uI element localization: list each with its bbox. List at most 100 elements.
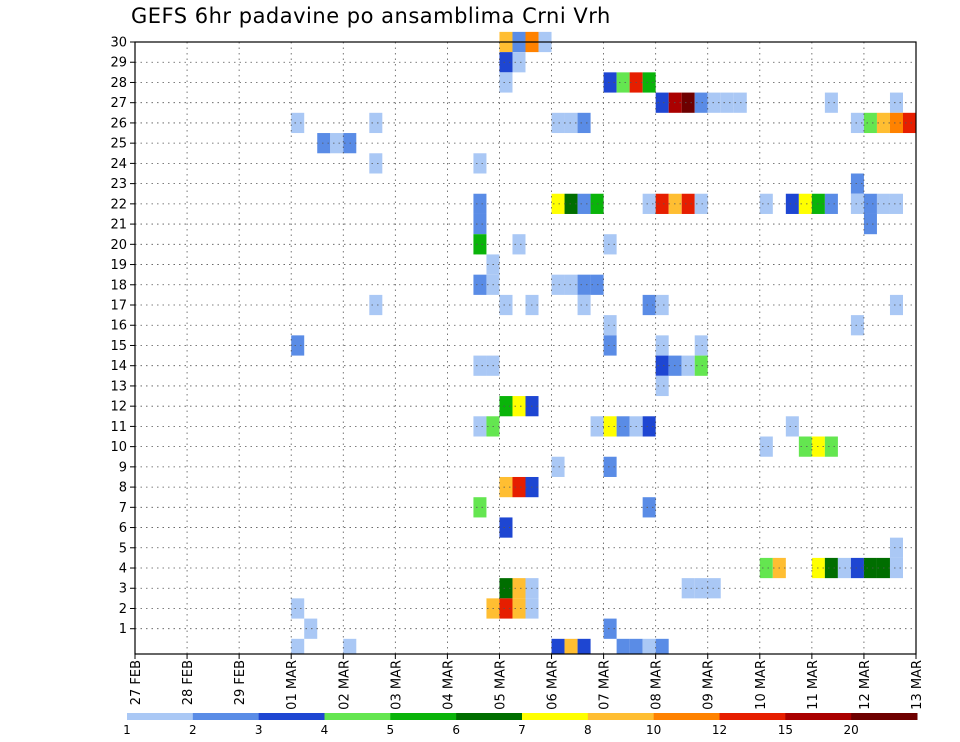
colorbar-label: 7 <box>518 723 526 737</box>
heatmap-cell <box>785 416 799 437</box>
y-tick-label: 25 <box>110 137 127 152</box>
x-tick-label: 07 MAR <box>598 660 613 710</box>
heatmap-cell <box>512 578 526 599</box>
y-tick-label: 9 <box>119 460 127 475</box>
heatmap-cell <box>577 274 591 295</box>
heatmap-cell <box>759 436 773 457</box>
heatmap-cell <box>642 193 656 214</box>
heatmap-cell <box>642 497 656 518</box>
colorbar-label: 8 <box>584 723 592 737</box>
colorbar-swatch <box>785 713 852 720</box>
heatmap-cell <box>681 92 695 113</box>
heatmap-cell <box>642 72 656 93</box>
colorbar-label: 12 <box>712 723 727 737</box>
y-tick-label: 24 <box>110 157 127 172</box>
y-tick-label: 19 <box>110 258 127 273</box>
y-tick-label: 7 <box>119 501 127 516</box>
y-tick-label: 18 <box>110 278 127 293</box>
colorbar-swatch <box>127 713 194 720</box>
heatmap-cell <box>603 618 617 639</box>
colorbar-label: 2 <box>189 723 197 737</box>
colorbar-label: 4 <box>321 723 329 737</box>
y-tick-label: 4 <box>119 562 127 577</box>
heatmap-cell <box>330 133 344 154</box>
heatmap-cell <box>603 315 617 336</box>
heatmap-cell <box>889 92 903 113</box>
heatmap-cell <box>473 416 487 437</box>
heatmap-cell <box>655 638 669 654</box>
heatmap-cell <box>473 234 487 255</box>
y-tick-label: 27 <box>110 96 127 111</box>
heatmap-cell <box>889 557 903 579</box>
heatmap-cell <box>499 72 513 93</box>
heatmap-cell <box>564 193 578 214</box>
heatmap-cell <box>642 294 656 316</box>
heatmap-cell <box>291 335 305 356</box>
heatmap-cell <box>564 274 578 295</box>
x-tick-label: 10 MAR <box>754 660 769 710</box>
colorbar-swatch <box>851 713 918 720</box>
heatmap-cell <box>902 112 916 134</box>
y-tick-label: 21 <box>110 218 127 233</box>
heatmap-cell <box>837 557 851 579</box>
heatmap-cell <box>473 497 487 518</box>
heatmap-cell <box>889 193 903 214</box>
y-tick-label: 23 <box>110 177 127 192</box>
heatmap-cell <box>499 578 513 599</box>
y-tick-label: 3 <box>119 582 127 597</box>
y-tick-label: 26 <box>110 116 127 131</box>
heatmap-cell <box>824 557 838 579</box>
heatmap-cell <box>707 578 721 599</box>
heatmap-cell <box>616 416 630 437</box>
heatmap-cell <box>694 578 708 599</box>
heatmap-cell <box>824 193 838 214</box>
heatmap-cell <box>603 234 617 255</box>
heatmap-cell <box>512 234 526 255</box>
y-tick-label: 20 <box>110 238 127 253</box>
heatmap-cell <box>759 193 773 214</box>
heatmap-cell <box>512 52 526 73</box>
heatmap-cell <box>694 193 708 214</box>
y-tick-label: 2 <box>119 602 127 617</box>
heatmap-cell <box>850 112 864 134</box>
y-tick-label: 6 <box>119 521 127 536</box>
chart-title: GEFS 6hr padavine po ansamblima Crni Vrh <box>131 4 611 28</box>
heatmap-cell <box>707 92 721 113</box>
heatmap-cell <box>564 112 578 134</box>
heatmap-cell <box>655 375 669 397</box>
heatmap-cell <box>551 193 565 214</box>
x-tick-label: 13 MAR <box>910 660 925 710</box>
heatmap-cell <box>304 618 318 639</box>
heatmap-cell <box>694 355 708 376</box>
heatmap-cell <box>681 355 695 376</box>
heatmap-cell <box>850 557 864 579</box>
x-tick-label: 29 FEB <box>233 660 248 705</box>
heatmap-cell <box>889 294 903 316</box>
heatmap-cell <box>564 638 578 654</box>
heatmap-cell <box>473 355 487 376</box>
heatmap-cell <box>694 92 708 113</box>
heatmap-cell <box>577 112 591 134</box>
y-tick-label: 17 <box>110 299 127 314</box>
heatmap-cell <box>798 436 812 457</box>
heatmap-cell <box>603 416 617 437</box>
heatmap-cell <box>551 112 565 134</box>
plot-frame <box>134 41 917 655</box>
x-tick-label: 12 MAR <box>858 660 873 710</box>
x-tick-label: 28 FEB <box>181 660 196 705</box>
heatmap-cell <box>863 112 877 134</box>
colorbar-swatch <box>456 713 523 720</box>
colorbar-label: 1 <box>123 723 131 737</box>
heatmap-cell <box>603 456 617 477</box>
y-tick-label: 1 <box>119 622 127 637</box>
heatmap-cell <box>655 193 669 214</box>
y-tick-label: 5 <box>119 541 127 556</box>
heatmap-cell <box>863 557 877 579</box>
colorbar-swatch <box>587 713 655 720</box>
y-tick-label: 29 <box>110 56 127 71</box>
colorbar-swatch <box>324 713 391 720</box>
y-tick-label: 28 <box>110 76 127 91</box>
heatmap-cell <box>655 335 669 356</box>
heatmap-cell <box>629 638 643 654</box>
heatmap-cell <box>850 193 864 214</box>
